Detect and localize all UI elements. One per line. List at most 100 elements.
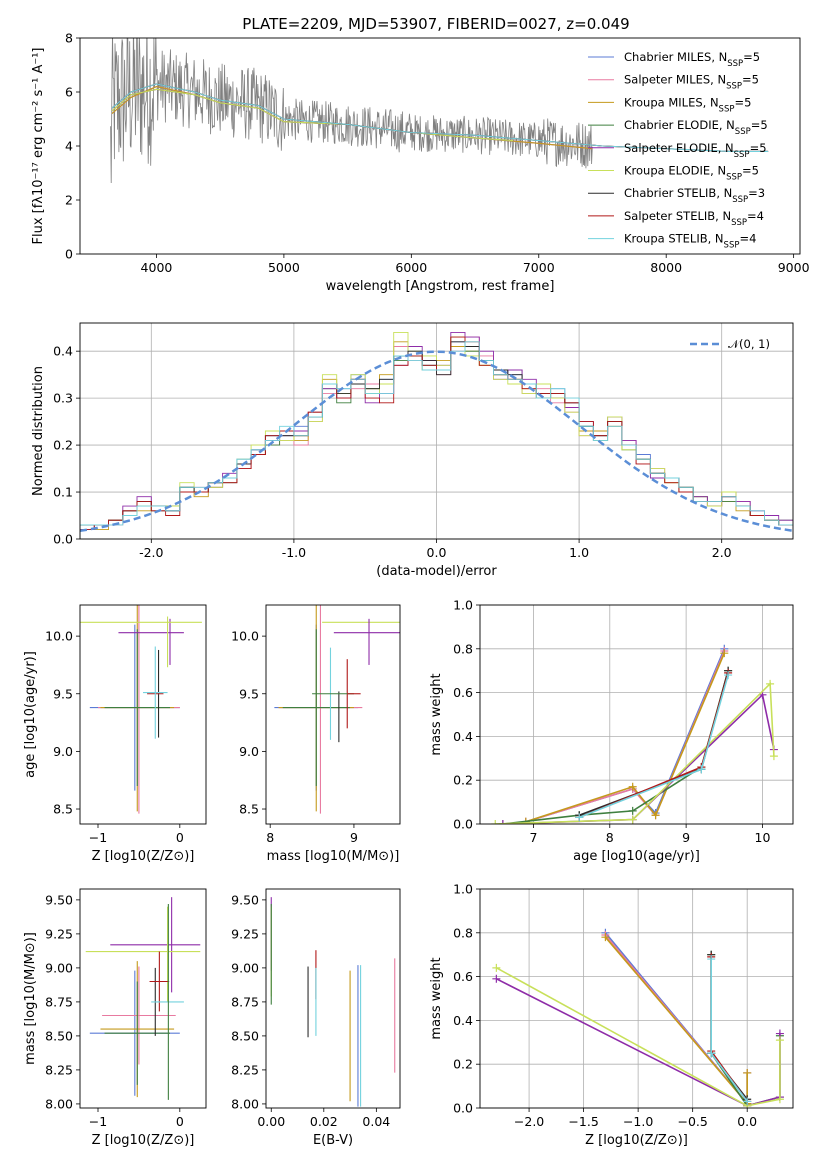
x-axis-label: (data-model)/error: [376, 564, 497, 579]
point-marker: [697, 765, 706, 774]
weight-line: [502, 693, 775, 824]
y-tick-label: 9.0: [239, 744, 259, 759]
x-axis-label: Z [log10(Z/Z⊙)]: [92, 1133, 195, 1148]
axes-frame: [79, 888, 207, 1109]
axes-frame: [79, 322, 794, 540]
y-tick-label: 9.0: [53, 744, 73, 759]
x-tick-label: 0.02: [310, 1114, 338, 1129]
legend-sub: SSP: [719, 104, 735, 114]
y-tick-label: 0.8: [453, 641, 473, 656]
point-marker: [743, 1097, 752, 1106]
axes-frame: [79, 604, 207, 825]
point-marker: [491, 820, 500, 824]
point-marker: [775, 1036, 784, 1045]
legend-suffix: =5: [750, 141, 767, 155]
x-tick-label: 9: [682, 830, 690, 845]
point-marker: [628, 815, 637, 824]
x-tick-label: −2.0: [514, 1114, 544, 1129]
y-axis-label: Normed distribution: [31, 366, 46, 496]
y-tick-label: 0.0: [53, 532, 73, 547]
y-tick-label: 0.8: [453, 925, 473, 940]
x-tick-label: 6000: [395, 260, 427, 275]
y-tick-label: 8.00: [45, 1096, 73, 1111]
plot-area-mass_weight_vs_age: [491, 644, 778, 824]
y-tick-label: 8.25: [231, 1062, 259, 1077]
y-tick-label: 9.5: [53, 686, 73, 701]
legend-text: Chabrier MILES, N: [624, 50, 727, 64]
weight-line: [495, 681, 775, 824]
point-marker: [724, 671, 733, 680]
legend-entry: Kroupa ELODIE, NSSP=5: [624, 164, 759, 183]
legend-suffix: =5: [743, 50, 760, 64]
legend-entry: Salpeter STELIB, NSSP=4: [624, 209, 764, 228]
x-tick-label: 0: [176, 830, 184, 845]
y-tick-label: 9.5: [239, 686, 259, 701]
y-tick-label: 0.2: [453, 773, 473, 788]
legend-entry: 𝒩(0, 1): [728, 337, 770, 351]
legend-suffix: =5: [742, 164, 759, 178]
x-axis-label: mass [log10(M/M⊙)]: [267, 849, 400, 864]
legend-sub: SSP: [731, 218, 747, 228]
legend-sub: SSP: [726, 173, 742, 183]
y-tick-label: 0.0: [453, 817, 473, 832]
point-marker: [492, 963, 501, 972]
x-tick-label: −1: [89, 830, 107, 845]
y-tick-label: 9.25: [45, 926, 73, 941]
x-tick-label: 0.04: [362, 1114, 390, 1129]
legend-entry: Chabrier STELIB, NSSP=3: [624, 186, 765, 205]
plot-area-residuals: [80, 331, 793, 539]
plot-area-mass_weight_vs_Z: [492, 928, 784, 1108]
axes-frame: [479, 604, 794, 825]
legend-text: Chabrier ELODIE, N: [624, 118, 735, 132]
legend-suffix: =4: [739, 232, 756, 246]
y-axis-label: mass weight: [429, 673, 444, 755]
weight-line: [710, 954, 781, 1107]
panel-age_vs_Z: −1 0 8.5 9.0 9.5 10.0 Z [log10(Z/Z⊙)] age [log1…: [23, 604, 207, 864]
y-axis-label: Flux [fλ10⁻¹⁷ erg cm⁻² s⁻¹ A⁻¹]: [31, 48, 46, 245]
legend-text: Salpeter MILES, N: [624, 73, 726, 87]
y-tick-label: 9.50: [231, 892, 259, 907]
point-marker: [769, 752, 778, 761]
point-marker: [575, 813, 584, 822]
legend-sub: SSP: [727, 59, 743, 69]
x-axis-label: Z [log10(Z/Z⊙)]: [585, 1133, 688, 1148]
model-line-8: [111, 83, 769, 152]
legend-suffix: =5: [734, 95, 751, 109]
point-marker: [707, 1049, 716, 1058]
legend-suffix: =5: [742, 73, 759, 87]
y-tick-label: 8.50: [45, 1028, 73, 1043]
y-tick-label: 9.00: [231, 960, 259, 975]
legend-text: Salpeter STELIB, N: [624, 209, 731, 223]
x-tick-label: 10: [755, 830, 771, 845]
x-tick-label: −1.0: [623, 1114, 653, 1129]
axes-frame: [265, 888, 401, 1109]
panel-mass_vs_Z: −1 0 8.00 8.25 8.50 8.75 9.00 9.25 9.50 Z [log10(…: [23, 888, 207, 1148]
y-tick-label: 0.6: [453, 685, 473, 700]
plot-area-age_vs_Z: [80, 605, 202, 814]
y-tick-label: 10.0: [231, 629, 259, 644]
y-tick-label: 0.1: [53, 485, 73, 500]
axes-frame: [265, 604, 401, 825]
x-tick-label: 8: [606, 830, 614, 845]
legend-entry: Salpeter MILES, NSSP=5: [624, 73, 759, 92]
point-marker: [492, 974, 501, 983]
y-tick-label: 0.0: [453, 1101, 473, 1116]
figure-title: PLATE=2209, MJD=53907, FIBERID=0027, z=0…: [242, 15, 629, 33]
point-marker: [628, 782, 637, 791]
legend-suffix: =4: [747, 209, 764, 223]
x-tick-label: 2.0: [712, 545, 732, 560]
x-tick-label: 8: [266, 830, 274, 845]
x-tick-label: 0.00: [257, 1114, 285, 1129]
x-tick-label: 0: [176, 1114, 184, 1129]
legend-entry: Kroupa MILES, NSSP=5: [624, 95, 751, 114]
point-marker: [651, 811, 660, 820]
y-tick-label: 0.3: [53, 391, 73, 406]
legend-text: Kroupa ELODIE, N: [624, 164, 726, 178]
y-tick-label: 9.25: [231, 926, 259, 941]
x-tick-label: 4000: [141, 260, 173, 275]
legend-entry: Chabrier MILES, NSSP=5: [624, 50, 760, 69]
y-tick-label: 1.0: [453, 882, 473, 897]
y-tick-label: 8.5: [53, 802, 73, 817]
x-axis-label: Z [log10(Z/Z⊙)]: [92, 849, 195, 864]
x-tick-label: 0.0: [737, 1114, 757, 1129]
